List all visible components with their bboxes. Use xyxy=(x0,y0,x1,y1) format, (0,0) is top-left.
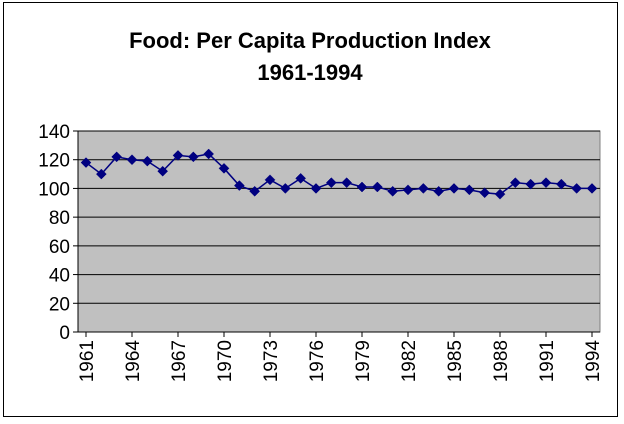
y-tick-label: 20 xyxy=(49,294,70,315)
data-point-marker xyxy=(494,188,506,200)
data-point-marker xyxy=(295,173,307,184)
data-point-marker xyxy=(402,184,414,196)
data-point-marker xyxy=(371,181,383,193)
data-point-marker xyxy=(555,178,567,190)
y-tick-label: 140 xyxy=(38,122,70,143)
data-point-marker xyxy=(479,187,491,199)
plot-area xyxy=(77,130,601,333)
chart-subtitle: 1961-1994 xyxy=(257,60,363,85)
data-point-marker xyxy=(417,183,429,194)
data-point-marker xyxy=(264,174,276,186)
data-point-marker xyxy=(233,180,245,191)
x-tick-label: 1967 xyxy=(169,340,190,382)
x-tick-label: 1979 xyxy=(353,340,374,382)
x-tick-label: 1988 xyxy=(491,340,512,382)
data-point-marker xyxy=(141,155,153,167)
y-tick-label: 0 xyxy=(59,323,70,344)
data-point-marker xyxy=(509,177,521,189)
data-point-marker xyxy=(463,184,475,196)
data-point-marker xyxy=(279,183,291,194)
data-point-marker xyxy=(310,183,322,194)
data-point-marker xyxy=(571,183,583,194)
y-tick-label: 120 xyxy=(38,151,70,172)
data-point-marker xyxy=(540,177,552,189)
data-point-marker xyxy=(356,181,368,193)
data-point-marker xyxy=(249,185,261,197)
data-point-marker xyxy=(95,168,107,180)
y-axis-ticks: 0 20 40 60 80 100 120 140 xyxy=(38,122,600,344)
data-point-marker xyxy=(111,151,123,163)
data-point-marker xyxy=(586,183,598,194)
y-tick-label: 100 xyxy=(38,179,70,200)
data-point-marker xyxy=(448,183,460,194)
data-point-marker xyxy=(525,178,537,190)
y-tick-label: 40 xyxy=(49,266,70,287)
data-point-marker xyxy=(341,177,353,189)
data-point-marker xyxy=(433,185,445,197)
y-tick-label: 60 xyxy=(49,237,70,258)
data-point-marker xyxy=(203,148,215,160)
data-point-marker xyxy=(387,185,399,197)
x-tick-label: 1961 xyxy=(77,340,98,382)
chart-title: Food: Per Capita Production Index xyxy=(129,28,492,53)
x-tick-label: 1970 xyxy=(215,340,236,382)
x-tick-label: 1982 xyxy=(399,340,420,382)
x-tick-label: 1991 xyxy=(537,340,558,382)
x-tick-label: 1994 xyxy=(583,340,604,383)
data-point-marker xyxy=(157,165,169,177)
x-tick-label: 1985 xyxy=(445,340,466,382)
series-layer xyxy=(80,148,598,200)
data-point-marker xyxy=(80,157,92,168)
x-tick-label: 1976 xyxy=(307,340,328,382)
x-tick-label: 1973 xyxy=(261,340,282,382)
data-point-marker xyxy=(325,177,337,189)
series-line xyxy=(85,153,592,195)
y-tick-label: 80 xyxy=(49,208,70,229)
plot-background xyxy=(77,130,601,333)
data-point-marker xyxy=(187,151,199,163)
data-point-marker xyxy=(126,154,138,166)
x-tick-label: 1964 xyxy=(123,340,144,383)
data-point-marker xyxy=(172,150,184,161)
x-axis-ticks: 1961 1964 1967 1970 1973 1976 1979 1982 1985 1988… xyxy=(77,332,604,382)
data-point-marker xyxy=(218,162,230,174)
